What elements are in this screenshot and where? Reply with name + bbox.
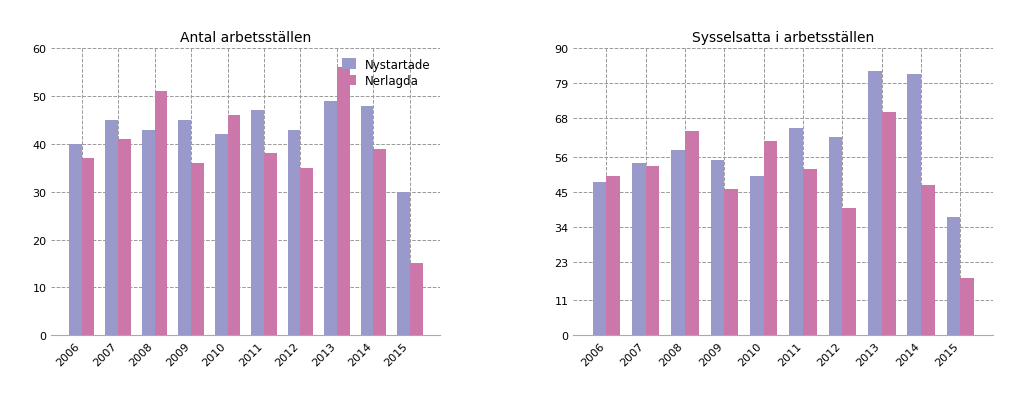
Bar bbox=[671, 151, 685, 335]
Bar bbox=[374, 149, 386, 335]
Bar bbox=[632, 164, 646, 335]
Bar bbox=[606, 176, 621, 335]
Bar bbox=[300, 169, 313, 335]
Bar bbox=[646, 167, 659, 335]
Title: Antal arbetsställen: Antal arbetsställen bbox=[180, 31, 311, 45]
Bar bbox=[105, 121, 118, 335]
Bar bbox=[685, 132, 698, 335]
Bar bbox=[724, 189, 738, 335]
Bar bbox=[69, 144, 82, 335]
Bar bbox=[790, 128, 803, 335]
Bar bbox=[593, 183, 606, 335]
Bar bbox=[764, 142, 777, 335]
Bar bbox=[215, 135, 227, 335]
Bar bbox=[907, 74, 921, 335]
Bar bbox=[397, 192, 410, 335]
Bar bbox=[288, 130, 300, 335]
Bar bbox=[961, 278, 974, 335]
Bar bbox=[882, 113, 896, 335]
Bar bbox=[946, 218, 961, 335]
Bar bbox=[843, 208, 856, 335]
Bar bbox=[921, 186, 935, 335]
Legend: Nystartade, Nerlagda: Nystartade, Nerlagda bbox=[338, 55, 434, 92]
Bar bbox=[142, 130, 155, 335]
Bar bbox=[325, 101, 337, 335]
Bar bbox=[82, 159, 94, 335]
Bar bbox=[360, 106, 374, 335]
Bar bbox=[155, 92, 167, 335]
Bar bbox=[868, 71, 882, 335]
Bar bbox=[178, 121, 191, 335]
Bar bbox=[251, 111, 264, 335]
Title: Sysselsatta i arbetsställen: Sysselsatta i arbetsställen bbox=[692, 31, 874, 45]
Bar bbox=[118, 140, 131, 335]
Bar bbox=[750, 176, 764, 335]
Bar bbox=[711, 160, 724, 335]
Bar bbox=[264, 154, 276, 335]
Bar bbox=[410, 264, 423, 335]
Bar bbox=[337, 68, 349, 335]
Bar bbox=[803, 170, 817, 335]
Bar bbox=[828, 138, 843, 335]
Bar bbox=[191, 164, 204, 335]
Bar bbox=[227, 116, 241, 335]
